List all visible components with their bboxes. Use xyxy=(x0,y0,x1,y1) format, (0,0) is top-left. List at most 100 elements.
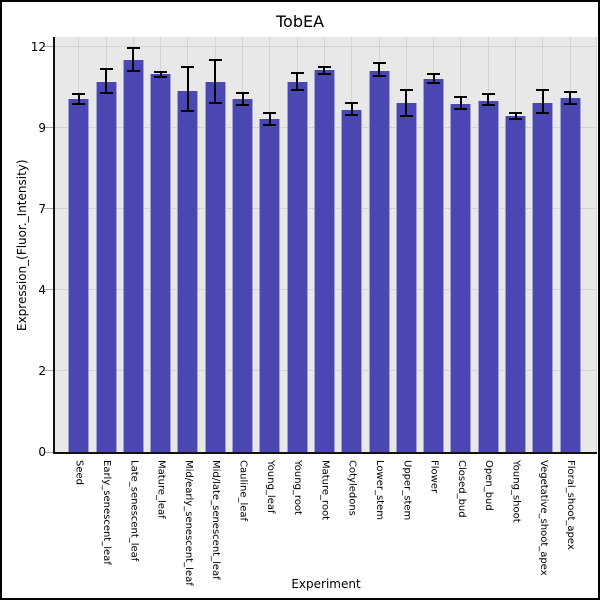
x-tick-label: Cotyledons xyxy=(346,460,358,516)
bar xyxy=(177,90,199,452)
y-tick-mark xyxy=(44,46,53,48)
error-bar-stem xyxy=(487,94,490,106)
error-bar-cap xyxy=(454,108,468,111)
error-bar-cap xyxy=(126,47,140,50)
error-bar-stem xyxy=(132,48,135,71)
x-tick-label: Mid/early_senescent_leaf xyxy=(182,460,194,586)
error-bar-stem xyxy=(241,92,244,106)
bar xyxy=(286,82,308,452)
x-tick-label: Mature_leaf xyxy=(155,460,167,519)
error-bar-cap xyxy=(481,104,495,107)
error-bar-cap xyxy=(399,88,413,91)
x-tick-label: Late_senescent_leaf xyxy=(128,460,140,562)
y-tick-label: 0 xyxy=(38,445,46,459)
x-gridline xyxy=(596,37,597,452)
error-bar-stem xyxy=(186,66,189,112)
bar xyxy=(477,101,499,452)
bar xyxy=(423,79,445,452)
error-bar-cap xyxy=(563,103,577,106)
error-bar-cap xyxy=(154,76,168,79)
error-bar-cap xyxy=(317,72,331,75)
bar xyxy=(95,82,117,452)
error-bar-cap xyxy=(236,104,249,107)
x-tick-label: Floral_shoot_apex xyxy=(565,460,577,550)
error-bar-stem xyxy=(459,96,462,110)
error-bar-cap xyxy=(345,113,359,116)
y-tick-label: 7 xyxy=(38,201,46,216)
bar xyxy=(341,110,363,452)
error-bar-cap xyxy=(181,65,195,68)
error-bar-cap xyxy=(454,95,468,98)
x-tick-label: Young_root xyxy=(292,460,304,515)
y-tick-label: 2 xyxy=(38,363,46,378)
x-tick-label: Vegetative_shoot_apex xyxy=(537,460,549,576)
x-tick-label: Mid/late_senescent_leaf xyxy=(210,460,222,580)
error-bar-cap xyxy=(208,59,222,62)
x-tick-label: Lower_stem xyxy=(374,460,385,520)
error-bar-cap xyxy=(372,75,386,78)
bar xyxy=(368,70,390,452)
x-tick-label: Mature_root xyxy=(319,460,331,521)
bar xyxy=(532,102,554,452)
error-bar-cap xyxy=(72,102,86,105)
x-tick-label: Young_leaf xyxy=(264,460,276,514)
x-tick-label: Flower xyxy=(428,460,440,494)
bar xyxy=(559,98,581,452)
x-tick-label: Early_senescent_leaf xyxy=(101,460,112,565)
error-bar-stem xyxy=(378,62,380,77)
error-bar-cap xyxy=(509,111,522,114)
error-bar-cap xyxy=(536,111,550,114)
error-bar-stem xyxy=(405,89,408,116)
error-bar-cap xyxy=(481,93,495,96)
error-bar-stem xyxy=(105,68,107,94)
error-bar-cap xyxy=(263,111,277,114)
bar xyxy=(313,70,335,452)
bar xyxy=(150,74,172,452)
y-tick-label: 4 xyxy=(38,282,46,297)
error-bar-cap xyxy=(290,88,304,91)
y-axis-title: Expression_(Fluor._Intensity) xyxy=(15,159,29,332)
error-bar-stem xyxy=(159,71,162,78)
error-bar-cap xyxy=(72,93,86,96)
x-tick-label: Cauline_leaf xyxy=(237,460,249,522)
bar xyxy=(122,60,144,452)
error-bar-cap xyxy=(509,117,522,120)
x-axis-title: Experiment xyxy=(291,577,361,591)
error-bar-stem xyxy=(323,66,326,74)
y-tick-mark xyxy=(44,451,53,453)
y-tick-label: 9 xyxy=(38,120,46,135)
error-bar-cap xyxy=(99,92,113,95)
bar xyxy=(68,99,90,452)
plot-panel xyxy=(53,37,597,454)
error-bar-cap xyxy=(563,90,577,93)
error-bar-cap xyxy=(290,71,304,74)
bar xyxy=(204,82,226,452)
x-tick-label: Closed_bud xyxy=(455,460,467,518)
x-tick-label: Young_shoot xyxy=(510,460,522,523)
error-bar-stem xyxy=(296,72,299,90)
error-bar-cap xyxy=(181,110,195,113)
error-bar-stem xyxy=(268,112,271,126)
bar xyxy=(259,118,281,452)
error-bar-cap xyxy=(99,67,113,70)
x-tick-label: Seed xyxy=(73,460,85,485)
error-bar-cap xyxy=(427,82,441,85)
error-bar-cap xyxy=(236,91,249,94)
y-tick-mark xyxy=(44,289,53,291)
error-bar-stem xyxy=(569,91,572,105)
error-bar-stem xyxy=(432,73,435,84)
bar xyxy=(505,115,526,452)
error-bar-cap xyxy=(317,65,331,68)
error-bar-cap xyxy=(536,88,550,91)
error-bar-stem xyxy=(541,89,544,113)
error-bar-cap xyxy=(345,102,359,105)
chart-title: TobEA xyxy=(275,12,325,31)
error-bar-stem xyxy=(350,103,353,115)
error-bar-cap xyxy=(126,69,140,72)
error-bar-cap xyxy=(399,114,413,117)
y-tick-mark xyxy=(44,370,53,372)
x-tick-label: Open_bud xyxy=(483,460,495,511)
error-bar-cap xyxy=(208,102,222,105)
y-tick-mark xyxy=(44,208,53,210)
